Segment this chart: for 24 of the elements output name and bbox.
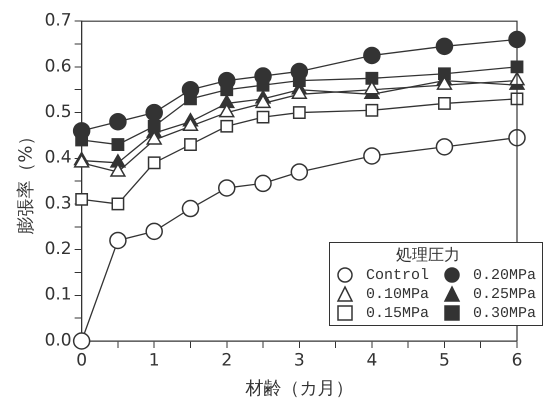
x-tick-label: 2 (221, 350, 232, 371)
y-tick-label: 0.4 (44, 148, 72, 168)
y-tick-label: 0.2 (44, 239, 72, 260)
legend-title: 処理圧力 (394, 245, 461, 266)
x-tick-label: 5 (439, 350, 450, 371)
y-tick-label: 0.3 (44, 193, 72, 214)
y-tick-label: 0.0 (44, 330, 72, 350)
x-tick-label: 1 (148, 350, 160, 371)
y-axis-title: 膨張率（%） (15, 128, 36, 235)
y-tick-label: 0.7 (44, 10, 72, 31)
x-tick-label: 6 (512, 350, 522, 371)
x-axis-title: 材齢（カ月） (244, 378, 354, 399)
y-tick-label: 0.1 (44, 284, 72, 305)
legend-label: 0.15MPa (364, 304, 429, 323)
x-tick-label: 4 (366, 350, 378, 371)
legend-label: 0.10MPa (364, 285, 429, 304)
x-tick-label: 0 (76, 350, 88, 371)
legend-label: 0.30MPa (472, 304, 536, 323)
y-tick-label: 0.6 (44, 56, 72, 76)
y-tick-label: 0.5 (44, 102, 72, 122)
x-tick-label: 3 (294, 350, 305, 371)
legend-label: Control (364, 266, 429, 285)
legend-label: 0.25MPa (472, 285, 536, 304)
legend-label: 0.20MPa (472, 266, 536, 285)
